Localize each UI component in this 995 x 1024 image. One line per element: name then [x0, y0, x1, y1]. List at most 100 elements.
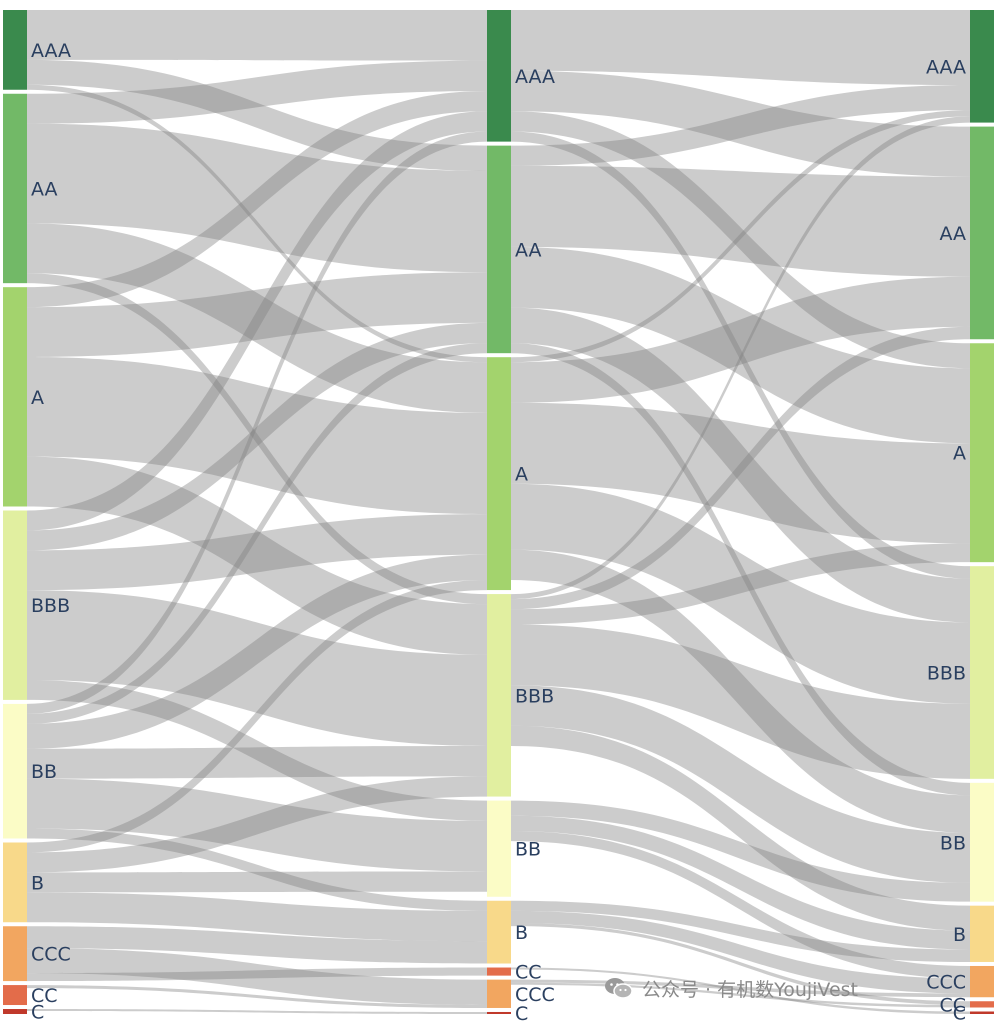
sankey-labels: AAAAAABBBBBBCCCCCCAAAAAABBBBBBCCCCCCAAAA…: [31, 40, 966, 1024]
link-0-BB-to-AA: [27, 343, 487, 724]
node-label-0-c: C: [31, 1002, 44, 1024]
link-0-AAA-to-AA: [27, 59, 487, 171]
node-label-1-b: B: [515, 922, 528, 944]
link-0-AAA-to-AAA: [27, 10, 487, 61]
link-1-BBB-to-B: [511, 725, 970, 931]
node-label-2-bb: BB: [940, 832, 966, 854]
node-label-2-ccc: CCC: [926, 972, 966, 994]
link-0-A-to-A: [27, 356, 487, 515]
node-1-c: [487, 1011, 511, 1014]
link-0-CC-to-CCC: [27, 985, 487, 1008]
link-1-AA-to-BBB: [511, 307, 970, 623]
node-1-ccc: [487, 979, 511, 1008]
link-1-AAA-to-BBB: [511, 131, 970, 579]
link-0-A-to-BBB: [27, 456, 487, 655]
link-0-C-to-C: [27, 1009, 487, 1014]
link-1-AA-to-A: [511, 246, 970, 444]
watermark-text: 公众号 · 有机数YoujiVest: [642, 978, 858, 1001]
node-2-ccc: [970, 965, 994, 998]
node-1-a: [487, 357, 511, 591]
link-0-BBB-to-BB: [27, 679, 487, 821]
link-0-B-to-BBB: [27, 776, 487, 873]
link-0-BB-to-AAA: [27, 131, 487, 714]
node-1-aa: [487, 145, 511, 354]
node-label-1-bb: BB: [515, 839, 541, 861]
node-1-b: [487, 900, 511, 964]
node-1-aaa: [487, 10, 511, 142]
node-0-c: [3, 1009, 27, 1014]
node-label-1-bbb: BBB: [515, 685, 554, 707]
node-label-1-a: A: [515, 464, 528, 486]
node-label-0-aaa: AAA: [31, 40, 71, 62]
link-0-AA-to-AAA: [27, 60, 487, 124]
link-1-BB-to-CCC: [511, 830, 970, 979]
node-2-cc: [970, 1001, 994, 1008]
link-0-BB-to-A: [27, 554, 487, 749]
node-label-1-cc: CC: [515, 962, 542, 984]
link-1-A-to-AAA: [511, 110, 970, 363]
link-1-BB-to-B: [511, 815, 970, 950]
link-0-CCC-to-CCC: [27, 948, 487, 1005]
node-label-1-aa: AA: [515, 239, 542, 261]
node-label-1-c: C: [515, 1003, 528, 1024]
node-2-a: [970, 343, 994, 563]
node-label-2-bbb: BBB: [927, 663, 966, 685]
link-1-BBB-to-A: [511, 543, 970, 625]
node-0-a: [3, 287, 27, 507]
link-0-BBB-to-AAA: [27, 111, 487, 531]
node-0-aa: [3, 93, 27, 284]
link-1-BBB-to-BBB: [511, 624, 970, 779]
link-1-B-to-CC: [511, 923, 970, 1005]
node-label-2-b: B: [953, 924, 966, 946]
node-2-c: [970, 1011, 994, 1014]
sankey-links: [27, 10, 970, 1014]
link-1-BB-to-BB: [511, 800, 970, 902]
wechat-icon: [605, 978, 633, 999]
link-0-B-to-BB: [27, 871, 487, 893]
node-label-0-b: B: [31, 872, 44, 894]
link-1-AAA-to-AAA: [511, 10, 970, 86]
node-label-0-ccc: CCC: [31, 944, 71, 966]
node-label-0-aa: AA: [31, 178, 58, 200]
link-1-BBB-to-AAA: [511, 116, 970, 600]
node-0-aaa: [3, 10, 27, 90]
link-0-BBB-to-BBB: [27, 590, 487, 746]
node-0-ccc: [3, 926, 27, 982]
node-label-2-aaa: AAA: [926, 56, 966, 78]
link-0-CCC-to-B: [27, 926, 487, 964]
link-1-A-to-AA: [511, 276, 970, 403]
node-1-bb: [487, 800, 511, 897]
node-label-2-c: C: [953, 1003, 966, 1024]
link-0-BB-to-BB: [27, 778, 487, 872]
node-0-bb: [3, 703, 27, 839]
link-0-AA-to-BBB: [27, 273, 487, 605]
link-1-BBB-to-AA: [511, 326, 970, 610]
link-0-B-to-B: [27, 892, 487, 942]
link-0-AA-to-A: [27, 223, 487, 413]
node-label-2-aa: AA: [939, 223, 966, 245]
link-1-B-to-B: [511, 900, 970, 962]
link-1-B-to-CCC: [511, 910, 970, 994]
sankey-nodes: [3, 10, 994, 1014]
node-1-bbb: [487, 594, 511, 797]
node-1-cc: [487, 967, 511, 976]
node-label-2-cc: CC: [939, 994, 966, 1016]
node-label-1-aaa: AAA: [515, 66, 555, 88]
node-0-bbb: [3, 510, 27, 700]
link-1-AAA-to-AA: [511, 70, 970, 177]
link-0-BBB-to-A: [27, 514, 487, 591]
watermark: 公众号 · 有机数YoujiVest: [604, 973, 858, 1003]
link-1-BBB-to-BB: [511, 685, 970, 883]
node-2-bbb: [970, 566, 994, 779]
node-2-aaa: [970, 10, 994, 123]
link-0-BB-to-BBB: [27, 745, 487, 779]
link-1-AA-to-AA: [511, 165, 970, 277]
node-label-1-ccc: CCC: [515, 984, 555, 1006]
link-0-A-to-AA: [27, 272, 487, 357]
link-0-BB-to-B: [27, 828, 487, 911]
node-label-0-bbb: BBB: [31, 595, 70, 617]
link-1-AA-to-BB: [511, 343, 970, 796]
link-1-A-to-BB: [511, 549, 970, 833]
link-0-AA-to-AA: [27, 123, 487, 273]
node-0-b: [3, 842, 27, 923]
